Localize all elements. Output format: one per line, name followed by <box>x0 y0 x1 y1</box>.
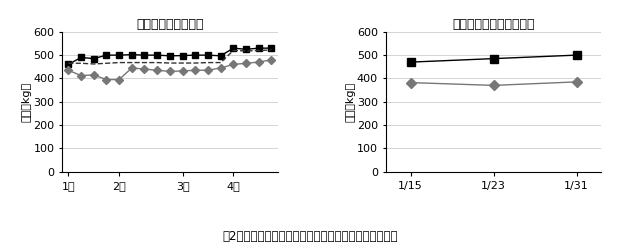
Title: 冬季放牧時（３頭）: 冬季放牧時（３頭） <box>136 18 203 31</box>
Text: 図2　冬季放牧及び冬季野外飼養時の供試牛の体重推移: 図2 冬季放牧及び冬季野外飼養時の供試牛の体重推移 <box>222 230 398 243</box>
Y-axis label: 体重（kg）: 体重（kg） <box>345 82 355 122</box>
Title: 冬季野外飼養時（２頭）: 冬季野外飼養時（２頭） <box>452 18 535 31</box>
Y-axis label: 体重（kg）: 体重（kg） <box>22 82 32 122</box>
